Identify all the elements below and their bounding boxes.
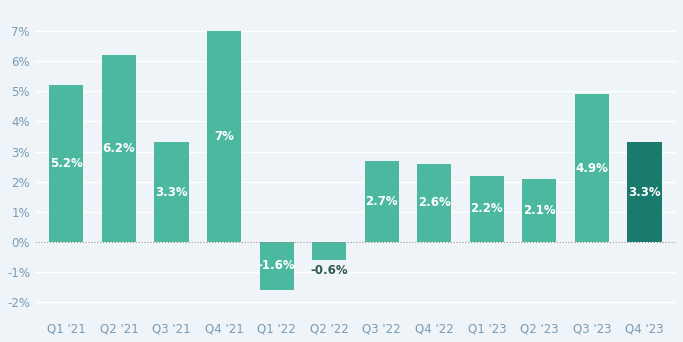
Text: 5.2%: 5.2% bbox=[50, 157, 83, 170]
Bar bbox=[102, 55, 136, 242]
Text: 3.3%: 3.3% bbox=[628, 186, 661, 199]
Text: 2.6%: 2.6% bbox=[418, 196, 451, 209]
Bar bbox=[312, 242, 346, 260]
Bar bbox=[417, 163, 451, 242]
Bar bbox=[260, 242, 294, 290]
Text: 2.1%: 2.1% bbox=[523, 204, 556, 217]
Bar bbox=[522, 179, 557, 242]
Text: -0.6%: -0.6% bbox=[310, 264, 348, 277]
Text: 7%: 7% bbox=[214, 130, 234, 143]
Text: 3.3%: 3.3% bbox=[155, 186, 188, 199]
Bar bbox=[49, 85, 83, 242]
Text: 2.7%: 2.7% bbox=[365, 195, 398, 208]
Bar bbox=[470, 176, 504, 242]
Bar bbox=[207, 31, 241, 242]
Text: 2.2%: 2.2% bbox=[471, 202, 503, 215]
Text: -1.6%: -1.6% bbox=[257, 260, 296, 273]
Bar bbox=[365, 160, 399, 242]
Bar bbox=[575, 94, 609, 242]
Bar bbox=[628, 143, 662, 242]
Text: 6.2%: 6.2% bbox=[102, 142, 135, 155]
Bar bbox=[154, 143, 189, 242]
Text: 4.9%: 4.9% bbox=[576, 161, 609, 175]
